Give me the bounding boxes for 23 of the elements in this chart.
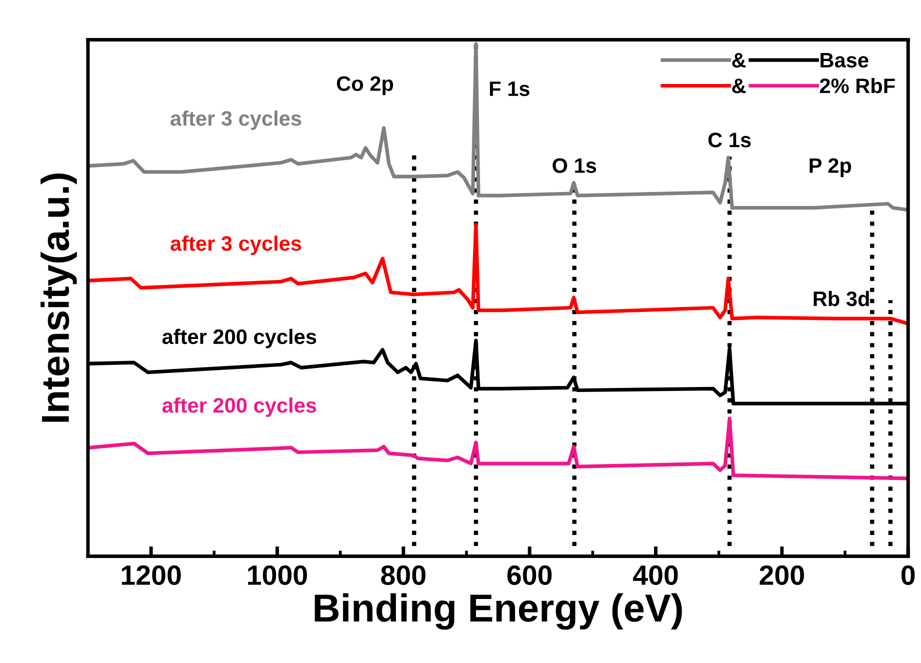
- ref-line-label: P 2p: [810, 158, 852, 178]
- annotation: Base: [820, 53, 868, 68]
- x-tick-label: 1000: [248, 565, 307, 585]
- annotation: 2% RbF: [820, 78, 895, 94]
- ref-line-label: O 1s: [552, 158, 596, 173]
- annotation: &: [732, 52, 746, 68]
- x-tick-label: 1200: [122, 565, 181, 585]
- ref-line-label: Co 2p: [336, 76, 394, 96]
- y-axis-title: Intensity(a.u.): [40, 174, 77, 422]
- series-label: after 3 cycles: [170, 110, 302, 130]
- series-label: after 3 cycles: [170, 236, 302, 255]
- x-axis-title: Binding Energy (eV): [314, 593, 682, 630]
- x-tick-label: 800: [381, 565, 426, 585]
- series-label: after 200 cycles: [162, 328, 316, 348]
- x-tick-label: 600: [507, 565, 552, 585]
- ref-line-label: Rb 3d: [814, 290, 869, 306]
- x-tick-label: 400: [633, 565, 678, 585]
- series-label: after 200 cycles: [162, 397, 316, 417]
- ref-line-label: F 1s: [490, 82, 530, 96]
- ref-line-label: C 1s: [708, 132, 751, 148]
- annotation: &: [732, 78, 746, 94]
- x-tick-label: 0: [901, 565, 915, 585]
- x-tick-label: 200: [760, 565, 804, 585]
